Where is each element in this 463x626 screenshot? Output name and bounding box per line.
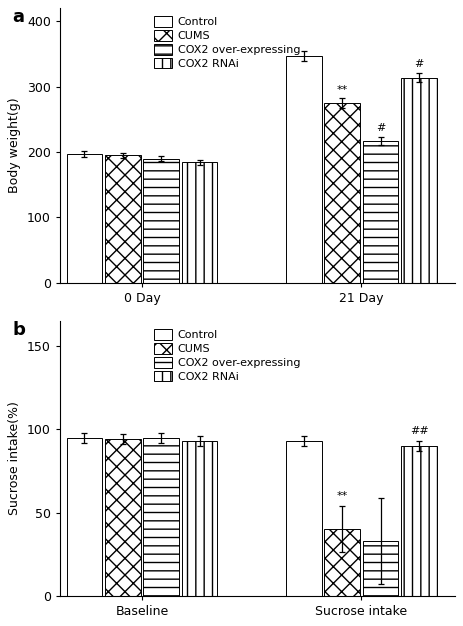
Bar	[105, 155, 141, 282]
Bar	[67, 154, 102, 282]
Bar	[182, 441, 218, 595]
Legend: Control, CUMS, COX2 over-expressing, COX2 RNAi: Control, CUMS, COX2 over-expressing, COX…	[152, 327, 302, 384]
Text: b: b	[13, 321, 25, 339]
Bar	[325, 103, 360, 282]
Bar	[363, 141, 399, 282]
Text: **: **	[337, 491, 348, 501]
Bar	[401, 446, 437, 595]
Bar	[286, 441, 322, 595]
Legend: Control, CUMS, COX2 over-expressing, COX2 RNAi: Control, CUMS, COX2 over-expressing, COX…	[152, 14, 302, 71]
Text: #: #	[376, 123, 385, 133]
Bar	[401, 78, 437, 282]
Text: **: **	[337, 85, 348, 95]
Bar	[325, 529, 360, 595]
Bar	[182, 163, 218, 282]
Text: #: #	[414, 59, 424, 69]
Bar	[286, 56, 322, 282]
Text: ##: ##	[410, 426, 428, 436]
Bar	[144, 158, 179, 282]
Text: a: a	[13, 8, 25, 26]
Bar	[67, 438, 102, 595]
Bar	[105, 439, 141, 595]
Bar	[363, 541, 399, 595]
Y-axis label: Sucrose intake(%): Sucrose intake(%)	[8, 401, 21, 515]
Y-axis label: Body weight(g): Body weight(g)	[8, 98, 21, 193]
Bar	[144, 438, 179, 595]
